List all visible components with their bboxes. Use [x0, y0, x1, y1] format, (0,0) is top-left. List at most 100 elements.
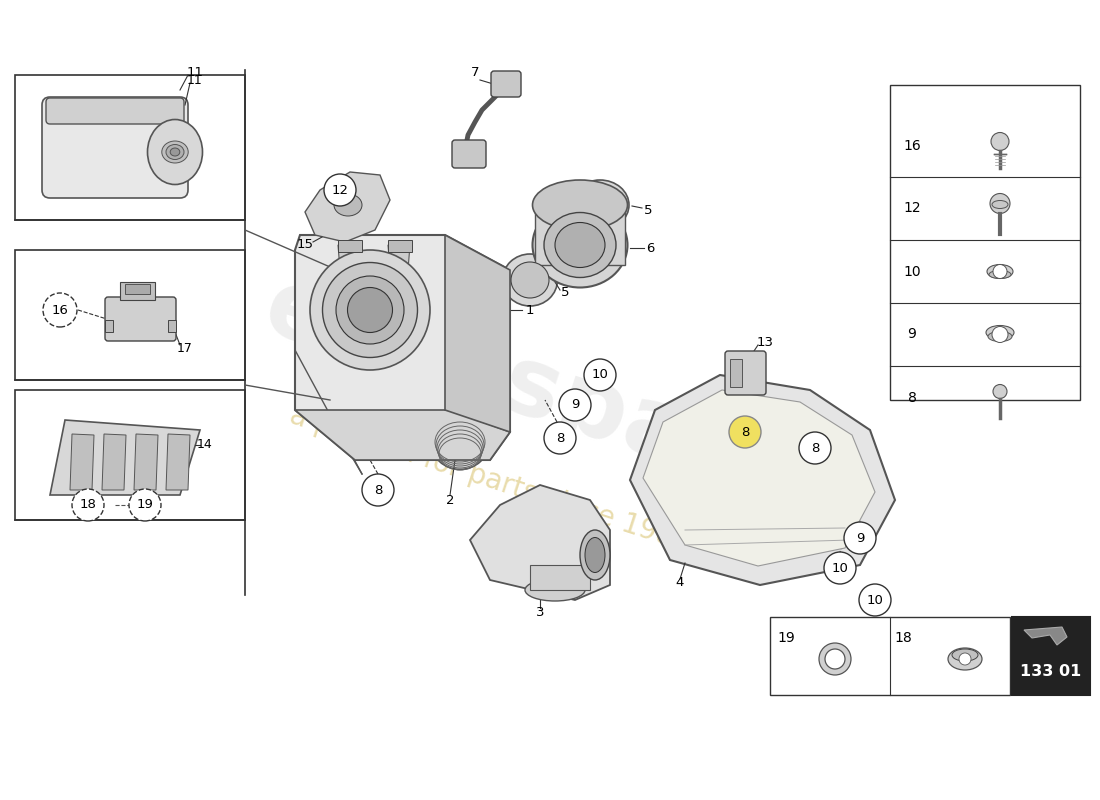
Text: 11: 11: [187, 66, 204, 78]
Text: 19: 19: [777, 631, 795, 645]
Ellipse shape: [503, 254, 558, 306]
Ellipse shape: [556, 222, 605, 267]
Text: 5: 5: [561, 286, 570, 298]
Circle shape: [544, 422, 576, 454]
Text: 8: 8: [908, 390, 916, 405]
Circle shape: [559, 389, 591, 421]
Text: 9: 9: [571, 398, 580, 411]
Text: 13: 13: [757, 335, 773, 349]
Bar: [15, 250, 245, 380]
Ellipse shape: [512, 262, 549, 298]
Circle shape: [584, 359, 616, 391]
Text: 18: 18: [79, 498, 97, 511]
Bar: [120, 282, 155, 300]
FancyBboxPatch shape: [104, 297, 176, 341]
Text: 18: 18: [894, 631, 912, 645]
Bar: [338, 240, 362, 252]
Polygon shape: [166, 434, 190, 490]
Text: 9: 9: [856, 531, 865, 545]
Ellipse shape: [532, 180, 627, 230]
Polygon shape: [535, 205, 625, 265]
Ellipse shape: [992, 201, 1008, 209]
Ellipse shape: [580, 530, 611, 580]
Ellipse shape: [322, 262, 418, 358]
Circle shape: [991, 133, 1009, 150]
Bar: [770, 617, 1010, 695]
Ellipse shape: [952, 649, 978, 661]
Circle shape: [129, 489, 161, 521]
Text: 8: 8: [811, 442, 819, 454]
FancyBboxPatch shape: [46, 98, 184, 124]
Ellipse shape: [170, 148, 179, 156]
Polygon shape: [1024, 627, 1067, 645]
Polygon shape: [338, 245, 360, 270]
Circle shape: [72, 489, 104, 521]
Text: 10: 10: [867, 594, 883, 606]
Circle shape: [990, 194, 1010, 214]
Circle shape: [729, 416, 761, 448]
Ellipse shape: [166, 145, 184, 159]
FancyBboxPatch shape: [42, 97, 188, 198]
Text: 8: 8: [556, 431, 564, 445]
Bar: [15, 390, 245, 520]
Polygon shape: [50, 420, 200, 495]
Polygon shape: [295, 410, 510, 460]
FancyBboxPatch shape: [725, 351, 766, 395]
Bar: [388, 240, 412, 252]
Ellipse shape: [431, 414, 490, 470]
Circle shape: [959, 653, 971, 665]
Polygon shape: [470, 485, 610, 600]
Text: 19: 19: [136, 498, 153, 511]
Ellipse shape: [162, 141, 188, 163]
Text: 9: 9: [908, 327, 916, 342]
Text: 133 01: 133 01: [1021, 663, 1081, 678]
Polygon shape: [102, 434, 126, 490]
Polygon shape: [295, 235, 510, 460]
Circle shape: [992, 326, 1008, 342]
Polygon shape: [630, 375, 895, 585]
Polygon shape: [644, 390, 875, 566]
Ellipse shape: [986, 326, 1014, 339]
Ellipse shape: [580, 188, 620, 222]
Ellipse shape: [348, 287, 393, 333]
Ellipse shape: [988, 331, 1012, 342]
Text: 10: 10: [832, 562, 848, 574]
Text: 11: 11: [187, 74, 202, 86]
Text: eurospares: eurospares: [253, 261, 867, 539]
Circle shape: [324, 174, 356, 206]
Ellipse shape: [310, 250, 430, 370]
Text: 5: 5: [644, 203, 652, 217]
FancyBboxPatch shape: [491, 71, 521, 97]
Text: 12: 12: [903, 202, 921, 215]
Text: 2: 2: [446, 494, 454, 506]
Bar: [890, 85, 1080, 400]
Ellipse shape: [336, 276, 404, 344]
Text: 4: 4: [675, 577, 684, 590]
Text: 16: 16: [52, 303, 68, 317]
Polygon shape: [388, 245, 410, 270]
Ellipse shape: [532, 202, 627, 287]
Bar: [530, 565, 590, 590]
Polygon shape: [70, 434, 94, 490]
FancyBboxPatch shape: [730, 359, 743, 387]
Text: 1: 1: [526, 303, 535, 317]
Text: 10: 10: [592, 369, 608, 382]
Text: 6: 6: [646, 242, 654, 254]
Ellipse shape: [987, 265, 1013, 278]
Bar: [1012, 617, 1090, 695]
Text: 17: 17: [177, 342, 192, 354]
Text: a passion for parts since 1985: a passion for parts since 1985: [286, 402, 694, 558]
Text: 15: 15: [297, 238, 313, 250]
Text: 7: 7: [471, 66, 480, 79]
Text: 14: 14: [197, 438, 213, 451]
Ellipse shape: [525, 579, 585, 601]
Bar: [168, 320, 176, 332]
Ellipse shape: [989, 270, 1011, 278]
Circle shape: [993, 265, 1007, 278]
Polygon shape: [134, 434, 158, 490]
Ellipse shape: [544, 213, 616, 278]
Ellipse shape: [571, 180, 629, 230]
Polygon shape: [446, 235, 510, 432]
Ellipse shape: [948, 648, 982, 670]
Bar: [125, 284, 150, 294]
